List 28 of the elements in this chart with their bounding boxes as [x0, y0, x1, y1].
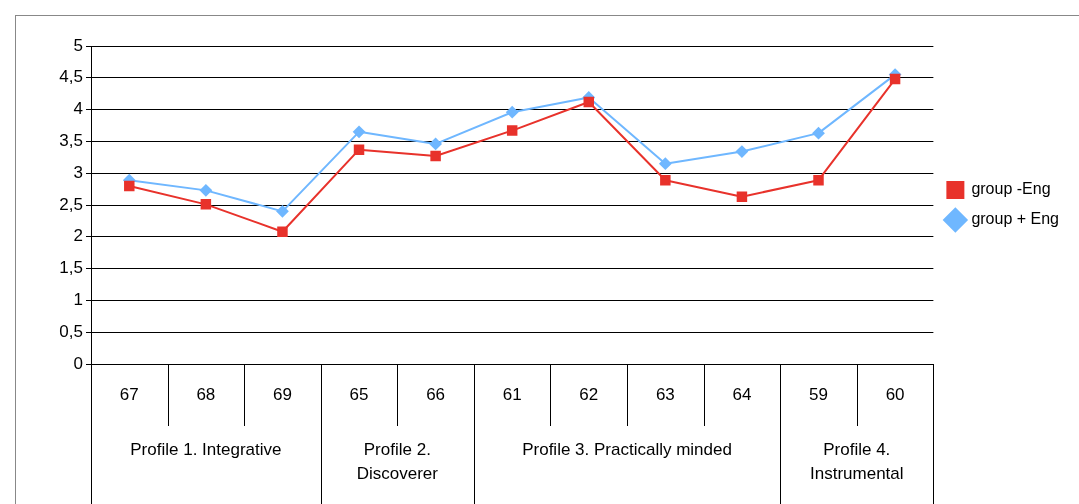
x-tick-label: 66 — [426, 384, 446, 404]
x-tick-label: 59 — [809, 384, 828, 404]
text: Profile 3. Practically minded — [522, 440, 732, 460]
y-tick-label: 1 — [73, 290, 83, 310]
text: Profile 2. Discoverer — [356, 440, 439, 484]
x-tick-label: 61 — [502, 384, 522, 404]
x-tick-label: 60 — [885, 384, 905, 404]
y-tick-label: 5 — [73, 35, 83, 55]
y-tick-label: 1,5 — [59, 258, 83, 278]
y-tick-label: 3 — [73, 162, 83, 182]
y-tick-label: 2 — [73, 226, 83, 246]
x-tick-label: 64 — [732, 384, 752, 404]
y-tick-label: 4,5 — [59, 67, 83, 87]
legend-label: group -Eng — [971, 180, 1051, 198]
x-tick-label: 67 — [119, 384, 139, 404]
y-tick-label: 4 — [73, 99, 83, 119]
x-tick-label: 65 — [349, 384, 369, 404]
x-tick-label: 63 — [655, 384, 675, 404]
x-tick-label: 69 — [272, 384, 292, 404]
text: Profile 1. Integrative — [130, 440, 282, 460]
y-tick-label: 3,5 — [59, 131, 83, 151]
y-tick-label: 0 — [73, 353, 83, 373]
legend-label: group + Eng — [971, 210, 1059, 228]
y-tick-label: 0,5 — [59, 321, 83, 341]
text: Profile 4. Instrumental — [810, 440, 904, 484]
x-tick-label: 68 — [196, 384, 216, 404]
y-tick-label: 2,5 — [59, 194, 83, 214]
x-tick-label: 62 — [579, 384, 599, 404]
